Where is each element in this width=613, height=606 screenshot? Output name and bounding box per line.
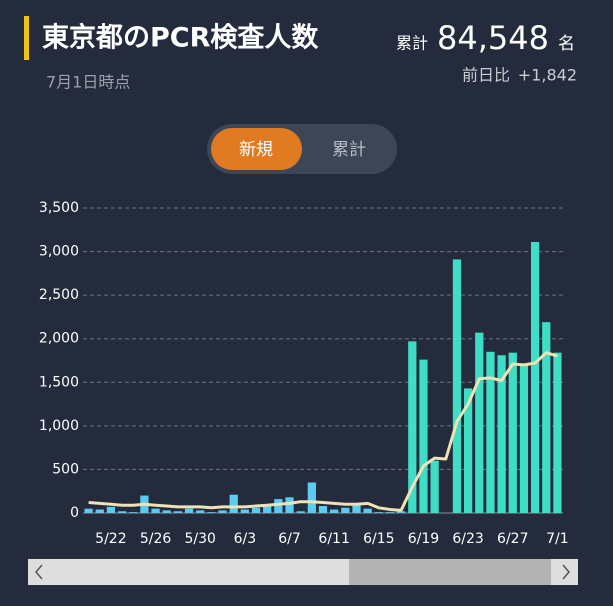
toggle-option[interactable]: 新規 — [239, 140, 273, 160]
x-tick-label: 6/27 — [497, 531, 528, 547]
bar — [452, 259, 462, 513]
bar — [285, 497, 294, 513]
bar — [352, 504, 361, 513]
y-tick-label: 1,000 — [39, 418, 79, 434]
bar — [307, 482, 316, 513]
diff: +1,842 — [518, 66, 577, 85]
y-tick-label: 0 — [70, 505, 79, 521]
bar — [530, 241, 540, 513]
x-tick-label: 5/22 — [95, 531, 126, 547]
bar — [330, 509, 339, 513]
bar — [419, 359, 428, 513]
y-tick-label: 3,500 — [39, 200, 79, 216]
bar — [95, 509, 104, 513]
y-tick-label: 2,000 — [39, 331, 79, 347]
x-tick-label: 6/23 — [452, 531, 483, 547]
bar — [430, 460, 439, 513]
bar — [274, 499, 283, 513]
bar — [218, 510, 227, 513]
bar — [162, 510, 171, 513]
bar — [296, 511, 305, 513]
bar — [519, 363, 529, 513]
toggle-option[interactable]: 累計 — [332, 140, 366, 160]
bar — [184, 508, 194, 513]
bar — [207, 512, 216, 513]
bar — [408, 341, 417, 513]
scrollbar-thumb[interactable] — [349, 559, 551, 585]
x-tick-label: 7/1 — [546, 531, 569, 547]
bar — [84, 508, 93, 513]
x-tick-label: 6/19 — [408, 531, 439, 547]
bar — [117, 511, 127, 513]
bar — [542, 322, 551, 513]
x-tick-label: 6/11 — [318, 531, 349, 547]
scroll-right[interactable] — [562, 564, 570, 580]
unit: 名 — [558, 34, 575, 54]
x-tick-label: 6/3 — [234, 531, 257, 547]
bar — [173, 511, 183, 513]
bar — [497, 355, 506, 513]
bar — [106, 506, 116, 513]
bar — [129, 512, 138, 513]
bar — [463, 388, 473, 513]
bar — [240, 509, 249, 513]
bar — [508, 352, 517, 513]
x-tick-label: 6/7 — [278, 531, 301, 547]
bar — [363, 508, 372, 513]
diff-label: 前日比 — [462, 66, 510, 85]
bar — [196, 510, 205, 513]
bar — [341, 507, 350, 513]
bar — [263, 506, 272, 513]
bar — [229, 494, 238, 513]
date: 7月1日時点 — [46, 73, 130, 92]
scroll-left[interactable] — [35, 564, 43, 580]
bar — [397, 511, 406, 513]
accent-bar — [24, 16, 29, 60]
bar — [486, 351, 495, 513]
total-label: 累計 — [396, 34, 428, 53]
bar — [553, 352, 562, 513]
bar — [318, 506, 328, 513]
bar — [475, 332, 484, 513]
chart: 0 500 1,000 1,500 2,000 2,500 3,000 3,500 5/22 5/… — [39, 200, 569, 547]
bar — [385, 512, 395, 513]
x-tick-label: 6/15 — [363, 531, 394, 547]
bar — [251, 507, 261, 513]
y-tick-label: 3,000 — [39, 244, 79, 260]
bar — [374, 512, 383, 513]
total: 84,548 — [437, 19, 549, 57]
x-tick-label: 5/26 — [140, 531, 172, 547]
title: 東京都のPCR検査人数 — [42, 22, 319, 54]
x-tick-label: 5/30 — [184, 531, 215, 547]
toggle-active[interactable] — [211, 128, 302, 170]
y-tick-label: 500 — [52, 461, 79, 477]
average-line — [88, 351, 558, 512]
bar — [151, 508, 160, 513]
y-tick-label: 2,500 — [39, 287, 79, 303]
y-tick-label: 1,500 — [39, 374, 79, 390]
